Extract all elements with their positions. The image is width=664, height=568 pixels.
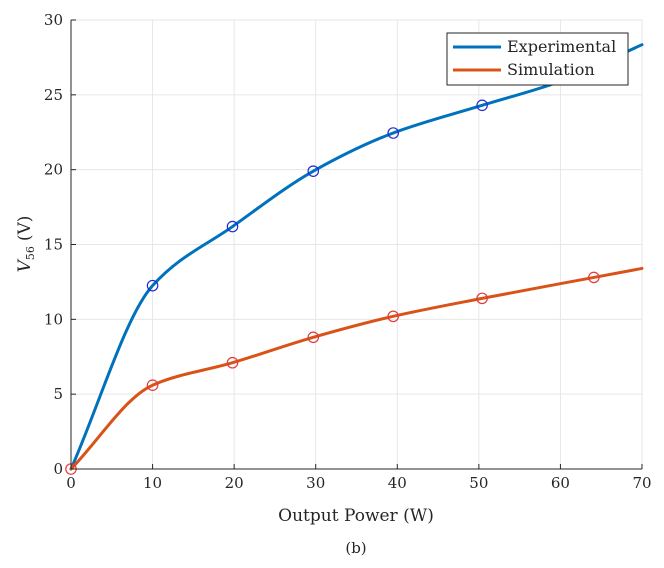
legend-label-simulation: Simulation (507, 60, 595, 79)
x-tick-label-2: 20 (225, 474, 244, 492)
y-tick-label-5: 25 (44, 86, 63, 104)
y-axis-label-unit: (V) (15, 216, 35, 242)
y-axis-label-subscript: 56 (24, 246, 37, 260)
series-line-simulation (69, 266, 644, 471)
x-axis-label: Output Power (W) (278, 506, 434, 526)
legend-label-experimental: Experimental (507, 37, 616, 56)
x-tick-label-4: 40 (388, 474, 407, 492)
axes: 0 10 20 30 40 50 60 70 0 5 10 15 20 25 30 (44, 11, 652, 492)
y-tick-label-4: 20 (44, 161, 63, 179)
series-line-experimental (69, 43, 644, 471)
data-point-experimental-3 (387, 127, 400, 139)
data-point-simulation-1 (146, 379, 159, 391)
data-point-simulation-6 (588, 271, 600, 284)
x-tick-label-7: 70 (632, 474, 651, 492)
data-point-simulation-3 (307, 331, 320, 344)
grid-lines (70, 19, 643, 470)
data-point-simulation-4 (387, 310, 400, 323)
y-axis-label-symbol: V (15, 258, 35, 272)
x-tick-label-0: 0 (66, 474, 76, 492)
legend: Experimental Simulation (446, 32, 629, 86)
x-tick-label-5: 50 (469, 474, 488, 492)
data-point-simulation-5 (476, 292, 488, 305)
x-tick-label-3: 30 (306, 474, 325, 492)
y-tick-label-6: 30 (44, 11, 63, 29)
data-point-simulation-2 (226, 356, 239, 369)
data-point-experimental-0 (146, 279, 159, 292)
legend-box (446, 32, 629, 86)
y-tick-label-0: 0 (53, 460, 63, 478)
y-tick-label-3: 15 (44, 236, 63, 254)
y-axis-label: V56 (V) (15, 216, 37, 273)
y-tick-label-1: 5 (53, 385, 63, 403)
data-point-experimental-2 (307, 165, 320, 177)
figure-caption: (b) (345, 539, 366, 557)
y-tick-label-2: 10 (44, 310, 63, 328)
data-point-experimental-1 (226, 220, 239, 233)
x-tick-label-1: 10 (143, 474, 162, 492)
x-tick-label-6: 60 (551, 474, 570, 492)
data-point-experimental-4 (476, 99, 488, 112)
